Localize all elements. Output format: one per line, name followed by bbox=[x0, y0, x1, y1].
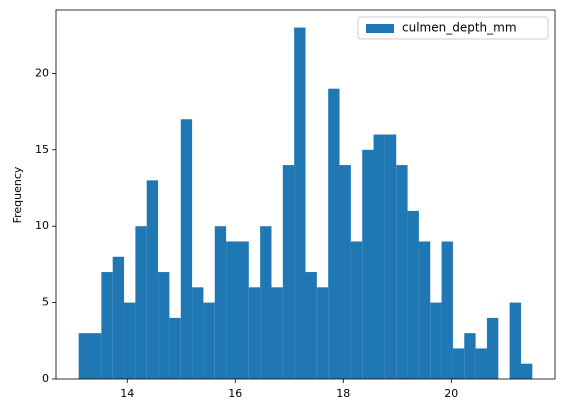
bar bbox=[350, 241, 363, 379]
bar bbox=[294, 27, 306, 379]
y-tick-label: 10 bbox=[35, 219, 49, 232]
x-tick-label: 20 bbox=[444, 387, 458, 400]
bar bbox=[158, 272, 170, 379]
y-tick-label: 20 bbox=[35, 66, 49, 79]
bar bbox=[441, 241, 453, 379]
bar bbox=[384, 134, 397, 379]
bar bbox=[305, 272, 317, 379]
bar bbox=[282, 165, 295, 379]
bar bbox=[192, 287, 204, 379]
bar bbox=[180, 119, 193, 379]
bar bbox=[214, 226, 227, 379]
bar bbox=[418, 241, 431, 379]
legend-box bbox=[357, 16, 549, 40]
bar bbox=[486, 317, 499, 379]
bar bbox=[396, 165, 408, 379]
bar bbox=[135, 226, 147, 379]
bar bbox=[78, 333, 91, 379]
bar bbox=[203, 302, 215, 379]
y-axis-label: Frequency bbox=[11, 166, 24, 223]
legend: culmen_depth_mm bbox=[357, 16, 549, 40]
bar bbox=[260, 226, 272, 379]
x-tick-label: 16 bbox=[228, 387, 242, 400]
bar bbox=[430, 302, 442, 379]
bar bbox=[452, 348, 465, 379]
bar bbox=[328, 88, 340, 379]
bar bbox=[362, 149, 374, 379]
y-tick-label: 0 bbox=[42, 372, 49, 385]
bar bbox=[248, 287, 261, 379]
y-tick-label: 15 bbox=[35, 143, 49, 156]
legend-label: culmen_depth_mm bbox=[402, 21, 517, 35]
bar bbox=[464, 333, 476, 379]
y-tick-label: 5 bbox=[42, 296, 49, 309]
bar bbox=[316, 287, 329, 379]
bar bbox=[90, 333, 102, 379]
bar bbox=[237, 241, 249, 379]
bar bbox=[373, 134, 385, 379]
bar bbox=[101, 272, 113, 379]
bar bbox=[169, 317, 181, 379]
bar bbox=[124, 302, 136, 379]
x-tick-label: 14 bbox=[120, 387, 134, 400]
bar bbox=[112, 256, 125, 379]
bar bbox=[475, 348, 487, 379]
bar bbox=[146, 180, 159, 379]
legend-swatch bbox=[366, 24, 394, 33]
bar bbox=[226, 241, 238, 379]
plot-frame bbox=[55, 9, 556, 380]
bar bbox=[520, 363, 533, 379]
bar bbox=[509, 302, 521, 379]
bar bbox=[339, 165, 351, 379]
bar bbox=[407, 210, 419, 379]
x-tick-label: 18 bbox=[336, 387, 350, 400]
bar bbox=[271, 287, 283, 379]
